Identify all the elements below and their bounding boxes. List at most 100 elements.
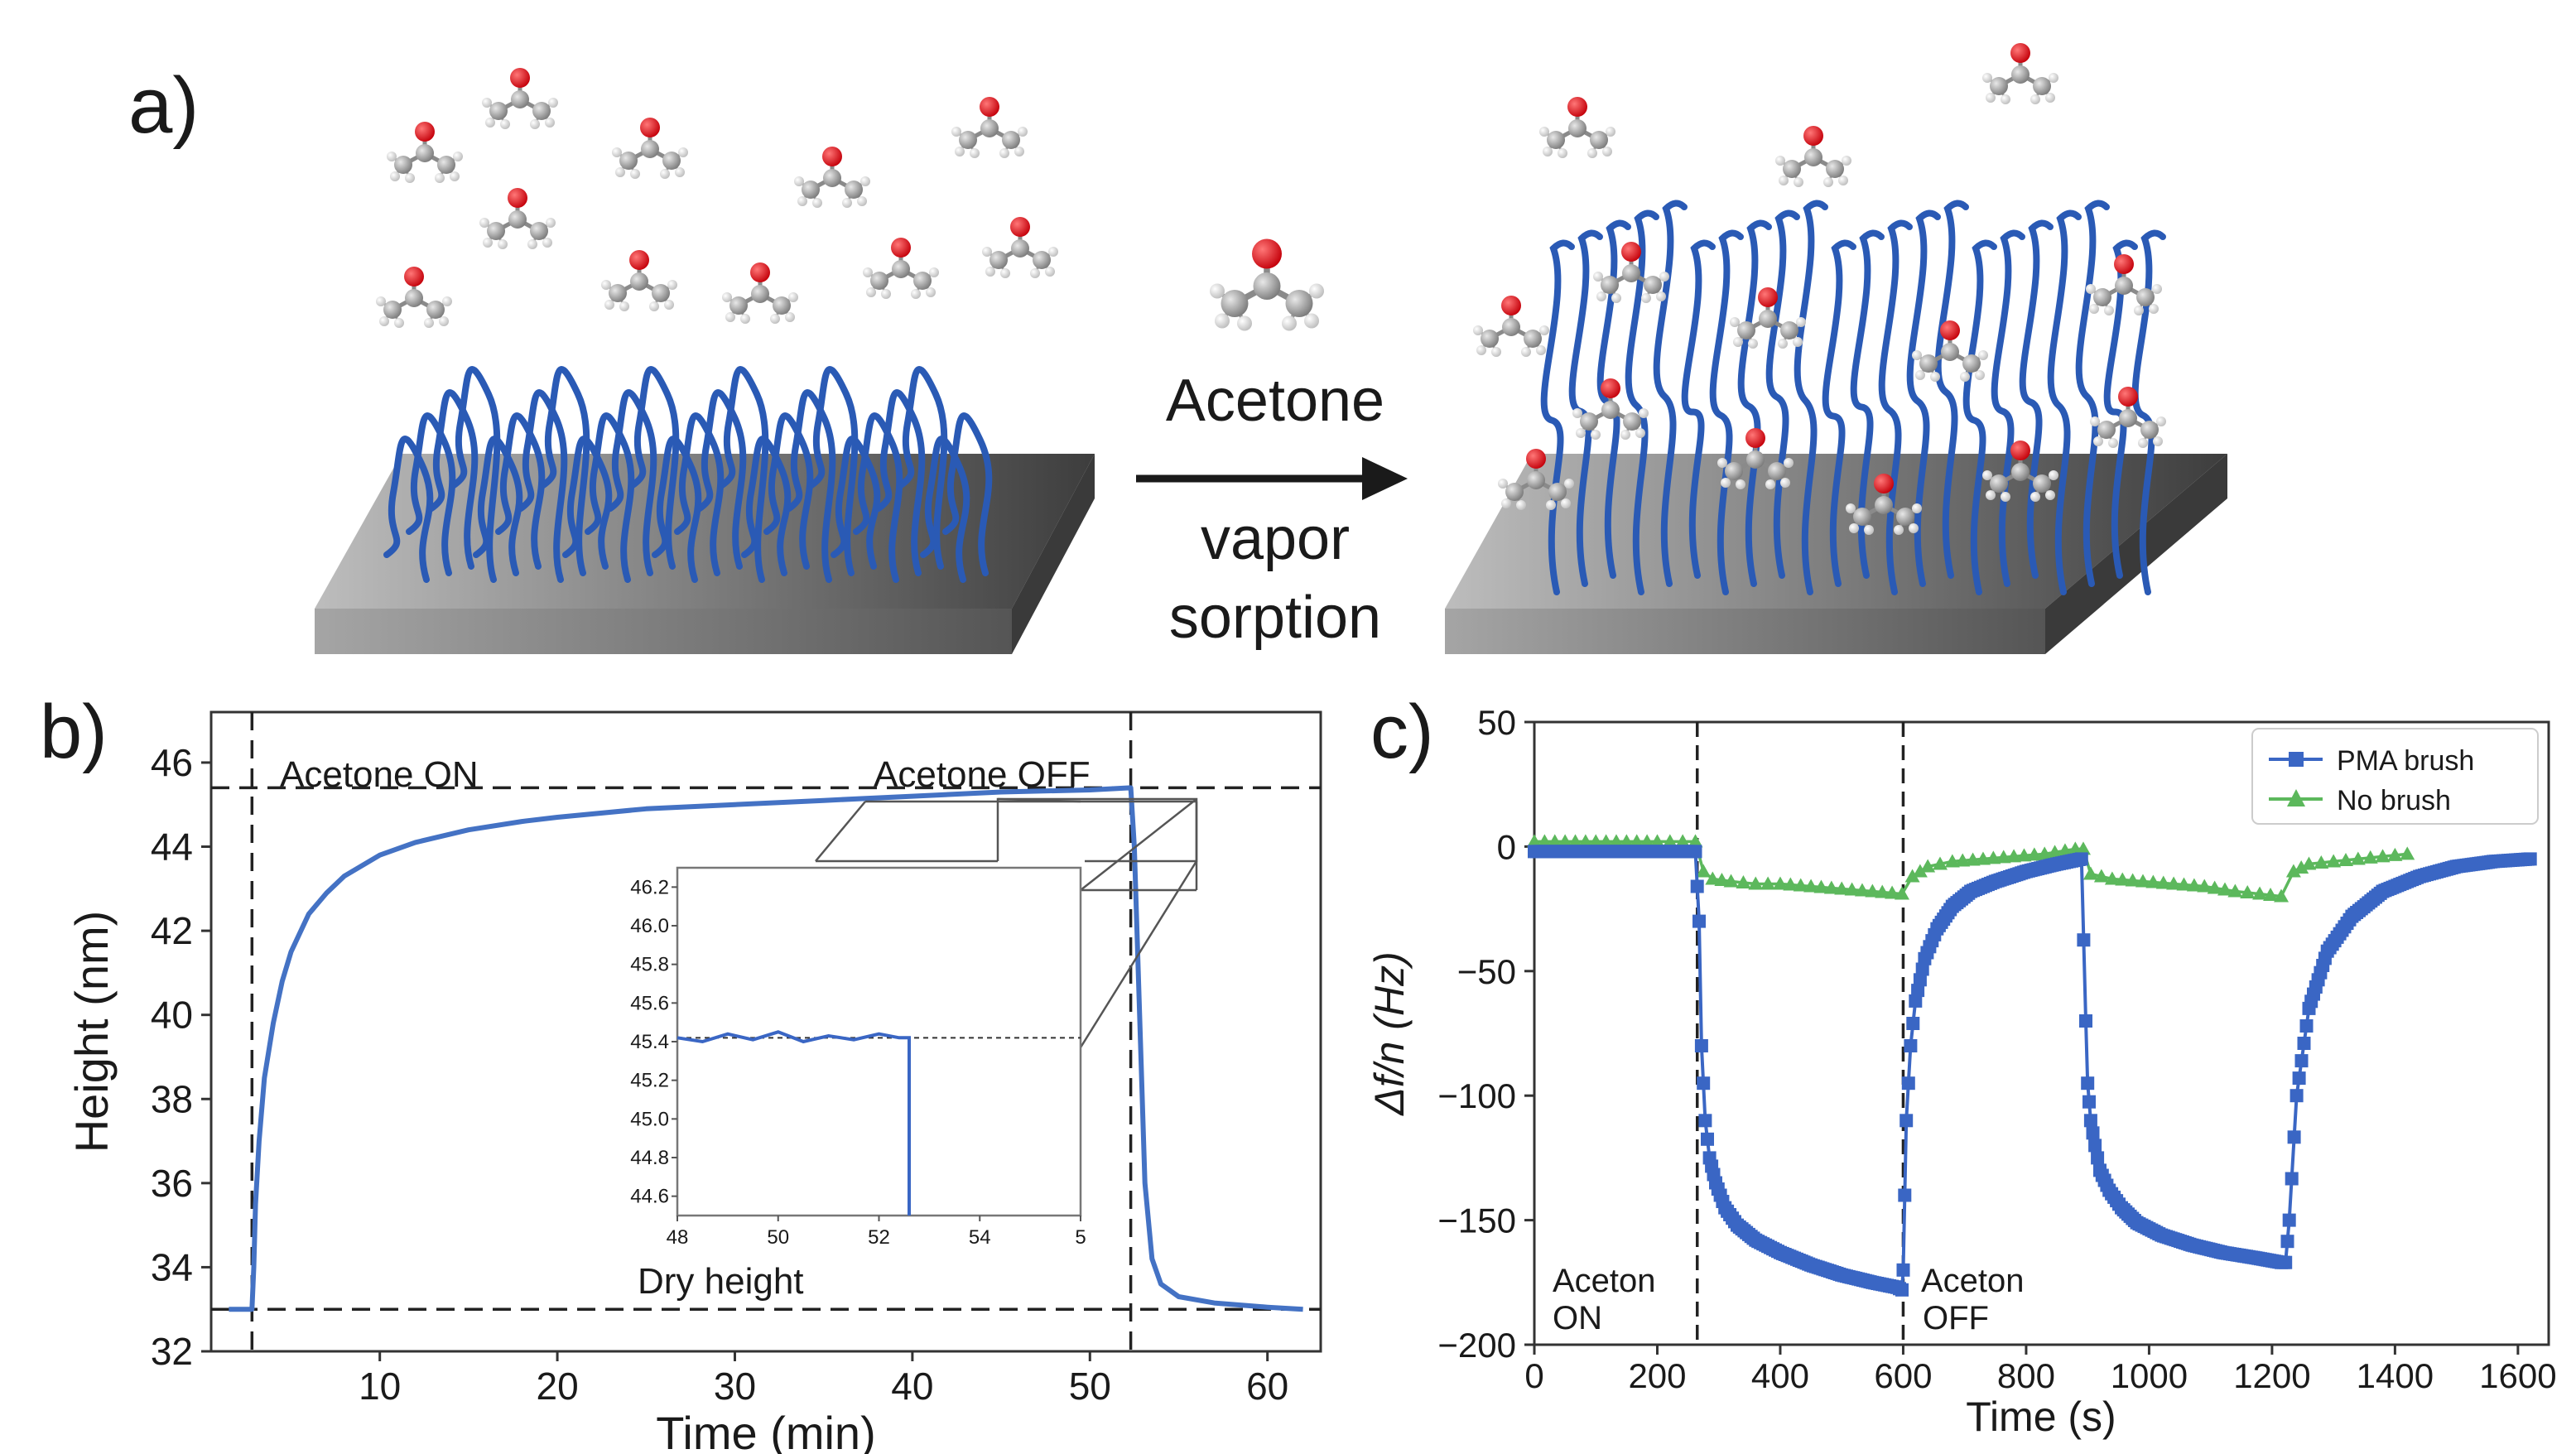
panel-c-annotation-off-line2: OFF <box>1923 1300 1989 1336</box>
acetone-molecule <box>387 122 463 183</box>
no-brush-marker <box>2227 883 2243 898</box>
pma-brush-marker <box>1906 1017 1920 1030</box>
no-brush-marker <box>2362 850 2378 864</box>
acetone-molecule <box>1473 296 1549 357</box>
polymer-chain <box>1625 209 1659 595</box>
x-tick-label: 800 <box>1997 1356 2055 1395</box>
polymer-chain <box>1568 229 1603 587</box>
pma-brush-marker <box>2082 1095 2096 1109</box>
inset-y-tick-label: 45.0 <box>630 1108 669 1130</box>
no-brush-marker <box>1834 881 1850 895</box>
swollen-polymer-brush <box>1540 200 2166 595</box>
acetone-molecule <box>612 118 688 179</box>
pma-brush-marker <box>2292 1071 2306 1086</box>
panel-c-annotation-on-line1: Aceton <box>1553 1263 1656 1299</box>
polymer-chain <box>1737 219 1772 587</box>
no-brush-marker <box>2375 849 2391 863</box>
no-brush-marker <box>1875 884 1890 898</box>
y-tick-label: 42 <box>151 909 193 952</box>
polymer-chain <box>1794 200 1828 595</box>
no-brush-marker <box>2197 879 2212 893</box>
polymer-chain <box>2047 209 2082 595</box>
y-tick-label: −150 <box>1437 1201 1516 1240</box>
no-brush-marker <box>1714 873 1730 887</box>
no-brush-marker <box>2135 874 2150 888</box>
polymer-chain <box>450 366 501 583</box>
polymer-chain <box>741 436 792 576</box>
x-tick-label: 50 <box>1069 1365 1111 1408</box>
acetone-molecule <box>482 68 558 129</box>
polymer-chain <box>1934 200 1969 579</box>
polymer-chain <box>518 389 568 583</box>
panel-c-series-pma-brush <box>1528 845 2537 1297</box>
x-tick-label: 400 <box>1751 1356 1809 1395</box>
pma-brush-marker <box>1698 1114 1712 1128</box>
panel-b-x-axis-label: Time (min) <box>656 1407 875 1454</box>
pma-brush-marker <box>1911 984 1925 998</box>
no-brush-marker <box>2240 885 2256 899</box>
no-brush-marker <box>1865 883 1880 898</box>
pma-brush-marker <box>2290 1089 2304 1103</box>
no-brush-marker <box>2115 872 2131 886</box>
polymer-chain <box>1850 229 1885 579</box>
y-tick-label: 32 <box>151 1330 193 1373</box>
pma-brush-marker <box>1898 1188 1912 1202</box>
acetone-molecule <box>722 262 798 324</box>
arrow-head <box>1362 457 1408 500</box>
no-brush-marker <box>1955 853 1971 867</box>
polymer-chain <box>674 412 725 576</box>
inset-y-tick-label: 45.4 <box>630 1031 669 1053</box>
inset-y-tick-label: 45.8 <box>630 954 669 976</box>
no-brush-marker <box>1619 834 1635 848</box>
acetone-molecule <box>2090 387 2166 448</box>
panel-b-chart: b) 10 20 30 40 50 60 32 34 36 38 40 42 44 46 Acetone … <box>40 690 1322 1454</box>
polymer-chain <box>383 436 434 583</box>
no-brush-marker <box>2387 847 2403 861</box>
pma-brush-marker <box>2287 1130 2301 1144</box>
polymer-chain <box>629 366 680 570</box>
panel-b-inset-chart: 48 50 52 54 5 44.6 44.8 45.0 45.2 45.4 45.6 45.8 46.… <box>630 866 1086 1249</box>
no-brush-marker <box>1854 883 1870 897</box>
no-brush-marker <box>1933 856 1948 870</box>
no-brush-marker <box>1537 834 1553 848</box>
panel-c-chart: c) 0 200 400 600 800 1000 1200 1400 1600 50 0 −50 −1… <box>1366 690 2557 1440</box>
legend-marker-triangle <box>2287 789 2305 806</box>
y-tick-label: −50 <box>1457 952 1516 991</box>
sorption-arrow: Acetone vapor sorption <box>1136 239 1408 651</box>
arrow-label-acetone: Acetone <box>1166 368 1384 434</box>
polymer-chain <box>562 436 613 570</box>
pma-brush-marker <box>1915 962 1929 976</box>
no-brush-marker <box>1736 875 1751 889</box>
pma-brush-marker <box>2083 1114 2097 1128</box>
panel-a-label: a) <box>128 61 199 150</box>
no-brush-marker <box>1920 859 1936 873</box>
panel-c-plot-frame <box>1533 720 2550 1346</box>
inset-y-tick-label: 46.2 <box>630 876 669 898</box>
x-tick-label: 60 <box>1246 1365 1288 1408</box>
inset-zoom-connectors <box>815 797 1198 1048</box>
pma-brush-marker <box>2091 1151 2105 1165</box>
no-brush-marker <box>2145 874 2161 888</box>
no-brush-marker <box>2285 864 2301 878</box>
inset-y-tick-label: 45.2 <box>630 1070 669 1092</box>
no-brush-marker <box>1885 885 1900 899</box>
no-brush-marker <box>1760 876 1776 890</box>
pma-brush-marker <box>2088 1139 2102 1153</box>
y-tick-label: 50 <box>1477 703 1516 742</box>
arrow-label-sorption: sorption <box>1169 585 1381 651</box>
arrow-label-vapor: vapor <box>1201 506 1350 572</box>
polymer-chain <box>920 436 970 583</box>
polymer-chain <box>607 389 657 576</box>
inset-x-tick-label: 5 <box>1075 1226 1086 1249</box>
inset-y-tick-label: 45.6 <box>630 992 669 1014</box>
no-brush-marker <box>2075 841 2091 855</box>
polymer-chain <box>652 436 702 583</box>
y-tick-label: 46 <box>151 741 193 784</box>
no-brush-marker <box>2166 876 2182 890</box>
pma-brush-line <box>1534 850 2530 1293</box>
x-tick-label: 1200 <box>2233 1356 2310 1395</box>
no-brush-marker <box>2338 852 2353 866</box>
pma-brush-marker <box>1688 845 1702 859</box>
acetone-molecule <box>601 250 677 311</box>
